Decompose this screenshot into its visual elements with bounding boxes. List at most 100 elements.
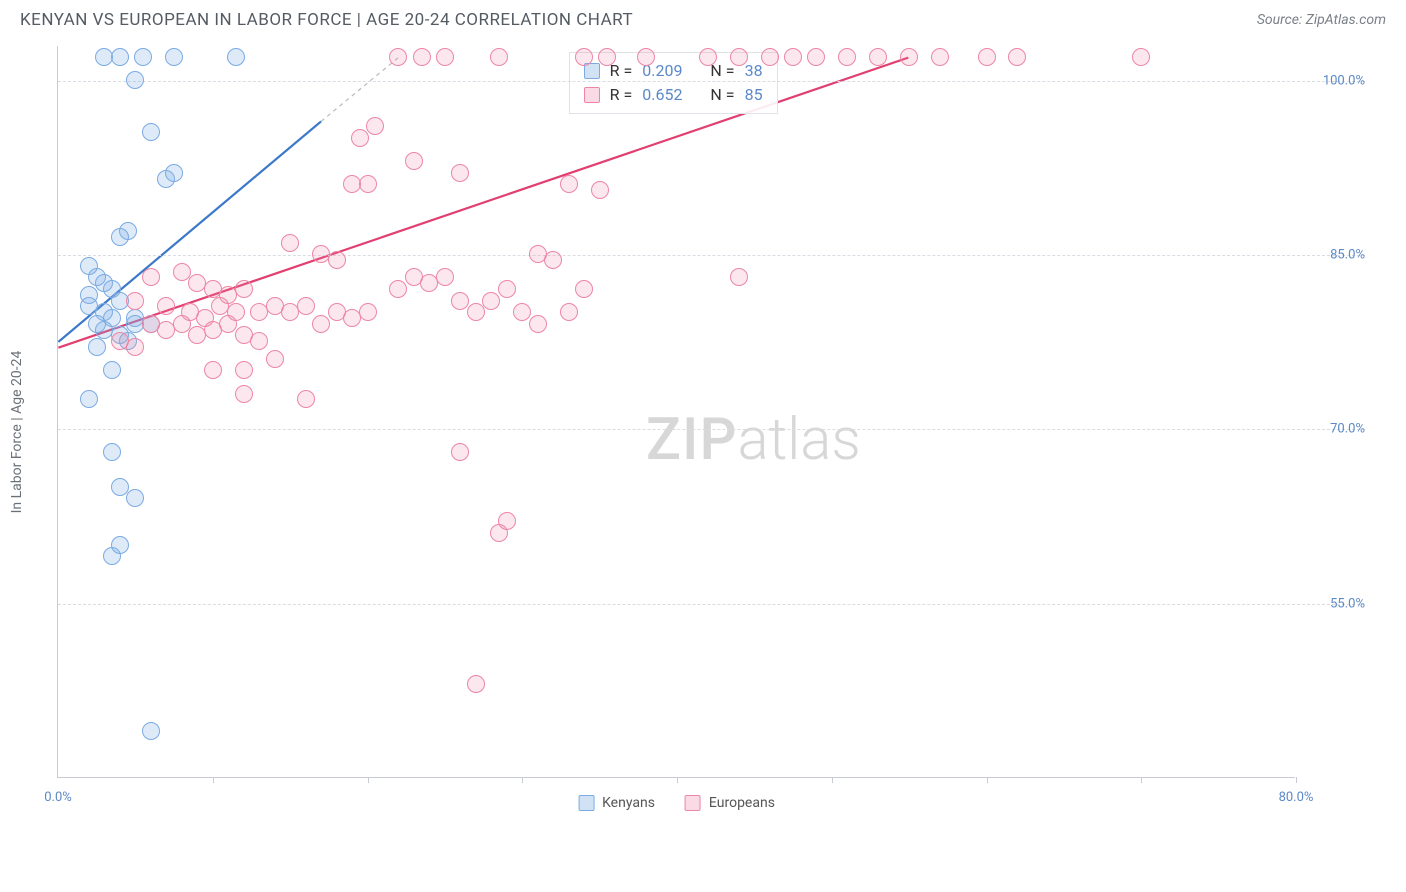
scatter-point-europeans bbox=[699, 48, 717, 66]
scatter-point-kenyans bbox=[111, 228, 129, 246]
x-tick bbox=[1296, 777, 1297, 783]
stats-n-value: 85 bbox=[745, 83, 763, 107]
scatter-point-kenyans bbox=[142, 123, 160, 141]
scatter-point-europeans bbox=[405, 152, 423, 170]
stats-swatch-europeans bbox=[584, 87, 600, 103]
scatter-point-europeans bbox=[575, 48, 593, 66]
scatter-point-europeans bbox=[297, 390, 315, 408]
scatter-point-europeans bbox=[142, 268, 160, 286]
gridline bbox=[58, 255, 1365, 256]
scatter-point-europeans bbox=[838, 48, 856, 66]
y-tick-label: 55.0% bbox=[1330, 596, 1365, 611]
scatter-point-europeans bbox=[575, 280, 593, 298]
scatter-point-kenyans bbox=[165, 48, 183, 66]
trend-lines bbox=[58, 46, 1295, 777]
scatter-point-europeans bbox=[467, 303, 485, 321]
scatter-point-europeans bbox=[157, 297, 175, 315]
scatter-point-europeans bbox=[1008, 48, 1026, 66]
scatter-point-europeans bbox=[366, 117, 384, 135]
trend-line-kenyans-extension bbox=[321, 58, 398, 122]
scatter-point-europeans bbox=[730, 268, 748, 286]
scatter-point-europeans bbox=[451, 443, 469, 461]
scatter-point-europeans bbox=[560, 303, 578, 321]
scatter-point-europeans bbox=[389, 280, 407, 298]
y-axis-label: In Labor Force | Age 20-24 bbox=[9, 351, 25, 514]
scatter-point-europeans bbox=[451, 292, 469, 310]
scatter-point-europeans bbox=[544, 251, 562, 269]
x-tick bbox=[832, 777, 833, 783]
scatter-point-europeans bbox=[482, 292, 500, 310]
scatter-point-europeans bbox=[490, 524, 508, 542]
stats-n-label: N = bbox=[710, 83, 734, 107]
scatter-point-kenyans bbox=[111, 48, 129, 66]
scatter-point-kenyans bbox=[103, 443, 121, 461]
gridline bbox=[58, 81, 1365, 82]
scatter-point-europeans bbox=[784, 48, 802, 66]
scatter-point-europeans bbox=[250, 332, 268, 350]
x-tick bbox=[987, 777, 988, 783]
scatter-point-kenyans bbox=[111, 478, 129, 496]
scatter-point-europeans bbox=[436, 268, 454, 286]
watermark-zip: ZIP bbox=[646, 406, 737, 474]
scatter-point-europeans bbox=[359, 303, 377, 321]
scatter-point-europeans bbox=[359, 175, 377, 193]
scatter-point-europeans bbox=[436, 48, 454, 66]
scatter-point-europeans bbox=[978, 48, 996, 66]
stats-row-europeans: R = 0.652 N = 85 bbox=[584, 83, 763, 107]
scatter-point-europeans bbox=[413, 48, 431, 66]
scatter-point-kenyans bbox=[126, 489, 144, 507]
scatter-point-kenyans bbox=[134, 48, 152, 66]
scatter-point-europeans bbox=[126, 338, 144, 356]
scatter-point-kenyans bbox=[126, 71, 144, 89]
x-tick-label-min: 0.0% bbox=[44, 790, 72, 805]
scatter-point-europeans bbox=[451, 164, 469, 182]
legend-swatch bbox=[685, 795, 701, 811]
legend-label: Europeans bbox=[709, 795, 775, 811]
scatter-point-europeans bbox=[529, 315, 547, 333]
plot-area: ZIPatlas R = 0.209 N = 38R = 0.652 N = 8… bbox=[57, 46, 1295, 778]
stats-r-label: R = bbox=[610, 83, 633, 107]
scatter-point-europeans bbox=[204, 361, 222, 379]
scatter-point-europeans bbox=[490, 48, 508, 66]
stats-r-value: 0.652 bbox=[642, 83, 682, 107]
gridline bbox=[58, 429, 1365, 430]
scatter-point-europeans bbox=[219, 315, 237, 333]
scatter-point-europeans bbox=[598, 48, 616, 66]
scatter-point-europeans bbox=[1132, 48, 1150, 66]
scatter-point-europeans bbox=[328, 251, 346, 269]
legend-item-blue: Kenyans bbox=[578, 795, 655, 811]
scatter-point-kenyans bbox=[142, 722, 160, 740]
scatter-point-kenyans bbox=[80, 390, 98, 408]
scatter-point-kenyans bbox=[103, 547, 121, 565]
legend-label: Kenyans bbox=[602, 795, 655, 811]
x-tick bbox=[368, 777, 369, 783]
y-tick-label: 100.0% bbox=[1323, 73, 1365, 88]
x-tick bbox=[677, 777, 678, 783]
scatter-point-europeans bbox=[807, 48, 825, 66]
plot-wrap: In Labor Force | Age 20-24 ZIPatlas R = … bbox=[35, 46, 1385, 818]
scatter-point-kenyans bbox=[88, 338, 106, 356]
scatter-point-kenyans bbox=[103, 361, 121, 379]
scatter-point-europeans bbox=[235, 361, 253, 379]
scatter-point-europeans bbox=[560, 175, 578, 193]
scatter-point-europeans bbox=[173, 315, 191, 333]
y-tick-label: 85.0% bbox=[1330, 248, 1365, 263]
scatter-point-europeans bbox=[730, 48, 748, 66]
scatter-point-europeans bbox=[498, 280, 516, 298]
scatter-point-europeans bbox=[173, 263, 191, 281]
watermark: ZIPatlas bbox=[646, 406, 861, 474]
scatter-point-europeans bbox=[235, 280, 253, 298]
scatter-point-europeans bbox=[637, 48, 655, 66]
watermark-atlas: atlas bbox=[737, 406, 860, 474]
scatter-point-europeans bbox=[281, 234, 299, 252]
stats-n-value: 38 bbox=[745, 59, 763, 83]
x-tick bbox=[1141, 777, 1142, 783]
scatter-point-europeans bbox=[467, 675, 485, 693]
scatter-point-europeans bbox=[126, 292, 144, 310]
scatter-point-europeans bbox=[266, 350, 284, 368]
x-tick-label-max: 80.0% bbox=[1279, 790, 1314, 805]
scatter-point-europeans bbox=[297, 297, 315, 315]
scatter-point-europeans bbox=[591, 181, 609, 199]
x-tick bbox=[213, 777, 214, 783]
scatter-point-europeans bbox=[513, 303, 531, 321]
